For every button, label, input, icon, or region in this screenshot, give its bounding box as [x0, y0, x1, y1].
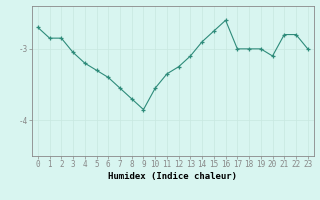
X-axis label: Humidex (Indice chaleur): Humidex (Indice chaleur) — [108, 172, 237, 181]
